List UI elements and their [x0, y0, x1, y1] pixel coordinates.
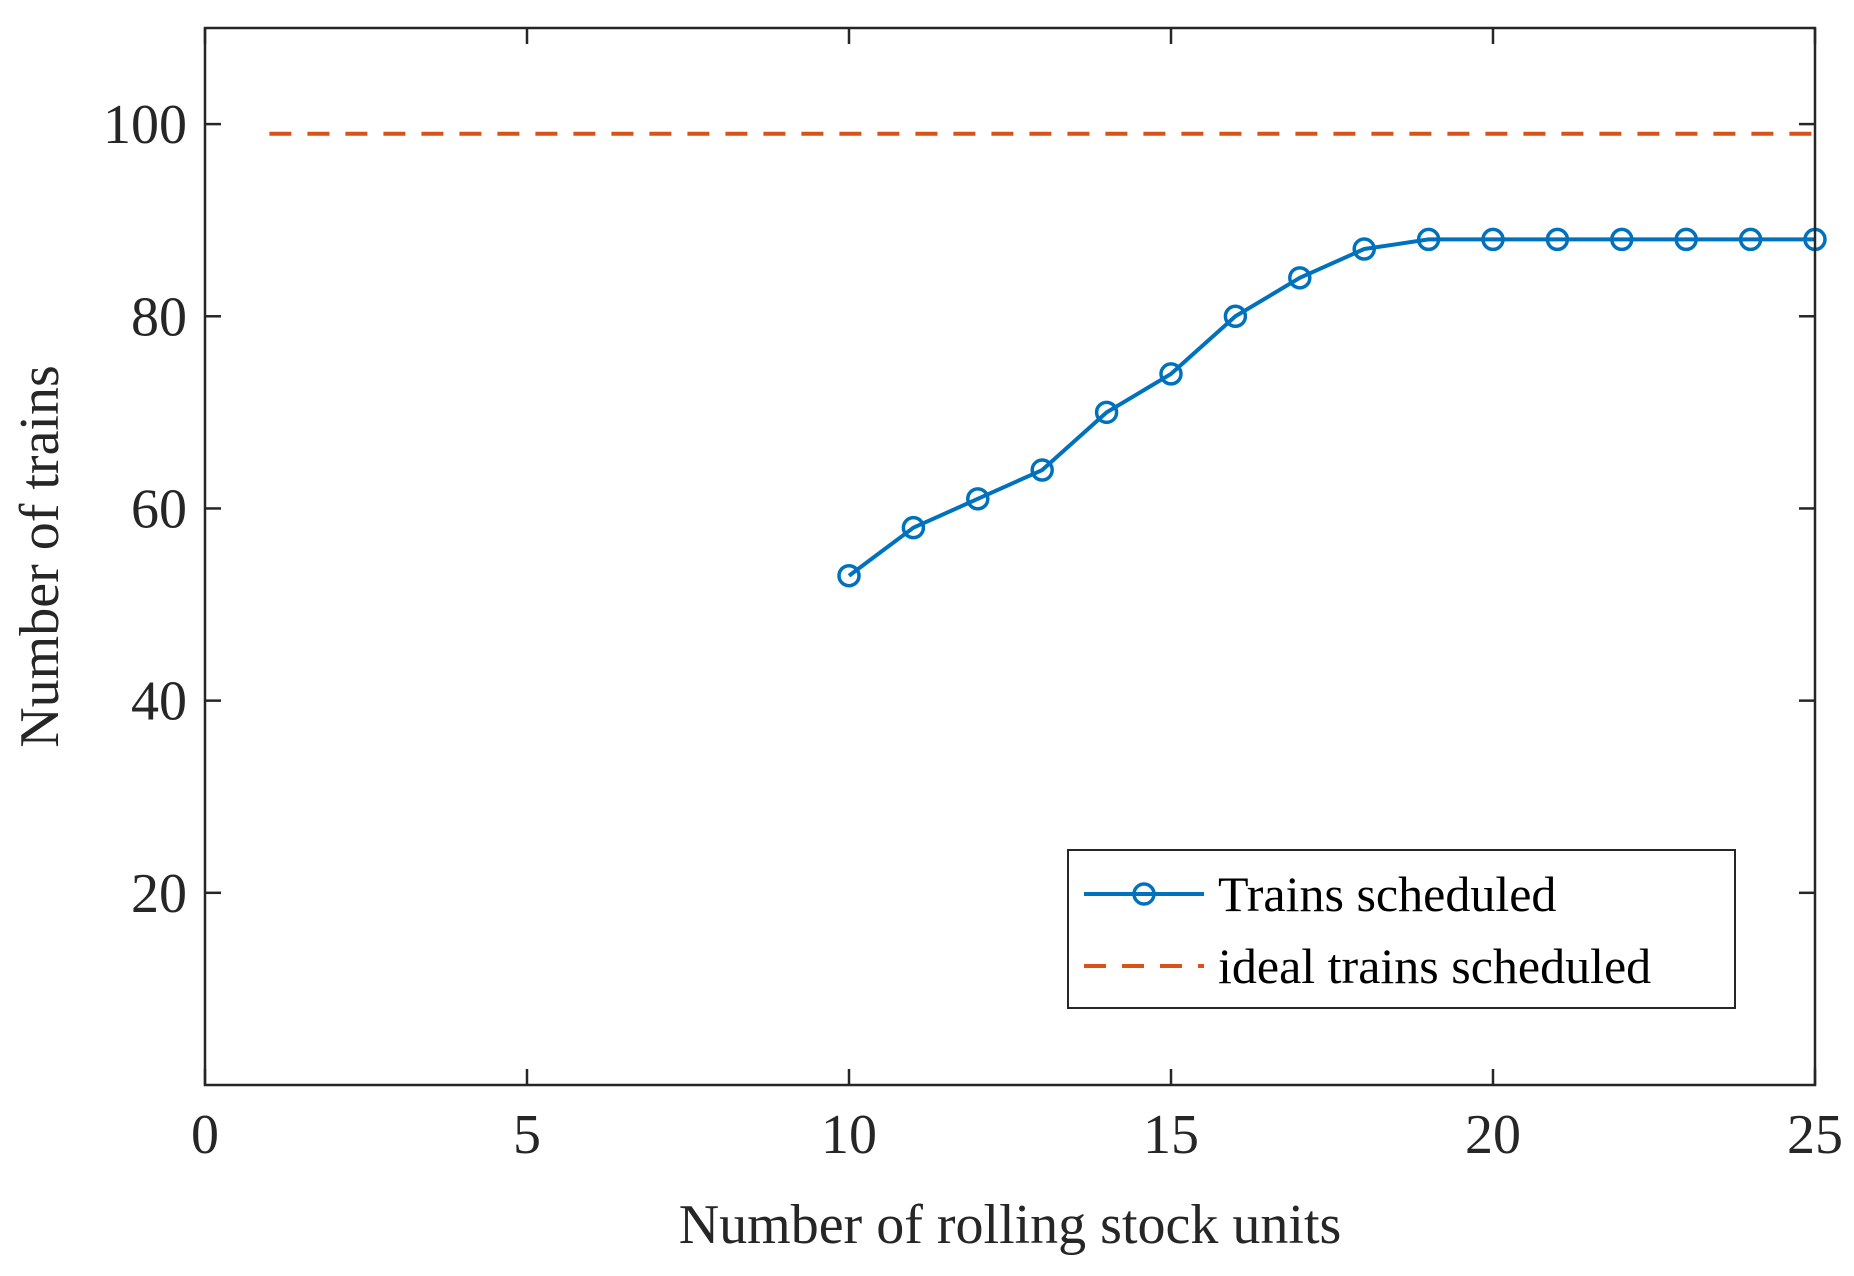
legend-label-trains-scheduled: Trains scheduled: [1218, 866, 1556, 922]
legend-label-ideal-trains-scheduled: ideal trains scheduled: [1218, 938, 1651, 994]
data-point: [1288, 266, 1312, 290]
data-point: [1094, 400, 1119, 425]
tick-labels: 0 5 10 15 20 25 20 40 60 80 100: [103, 94, 1843, 1166]
data-point: [1352, 237, 1376, 261]
legend: Trains scheduled ideal trains scheduled: [1067, 849, 1736, 1009]
data-point: [1030, 458, 1054, 482]
data-point: [837, 563, 861, 588]
y-tick-label: 20: [131, 863, 187, 925]
y-tick-label: 80: [131, 286, 187, 348]
data-point: [901, 515, 926, 540]
data-point: [1610, 227, 1634, 252]
data-point: [1481, 227, 1505, 252]
legend-marker-trains-scheduled: [1132, 882, 1156, 906]
x-tick-label: 20: [1465, 1104, 1521, 1166]
data-point: [1223, 304, 1248, 329]
data-point: [1416, 227, 1441, 252]
legend-box: [1067, 849, 1736, 1009]
x-tick-label: 25: [1787, 1104, 1843, 1166]
data-point: [1159, 362, 1183, 386]
x-tick-label: 10: [821, 1104, 877, 1166]
series-line-0: [847, 237, 1815, 578]
y-tick-label: 100: [103, 94, 187, 156]
y-tick-label: 40: [131, 671, 187, 733]
plot-area: [269, 131, 1827, 588]
x-tick-label: 15: [1143, 1104, 1199, 1166]
data-point: [1738, 227, 1763, 252]
y-tick-label: 60: [131, 478, 187, 540]
data-point: [966, 487, 990, 511]
x-tick-label: 5: [513, 1104, 541, 1166]
axes-frame: [203, 26, 1817, 1087]
y-axis-label: Number of trains: [9, 365, 71, 748]
x-tick-label: 0: [191, 1104, 219, 1166]
data-point: [1674, 227, 1698, 252]
data-point: [1545, 227, 1570, 252]
x-axis-label: Number of rolling stock units: [679, 1194, 1342, 1256]
